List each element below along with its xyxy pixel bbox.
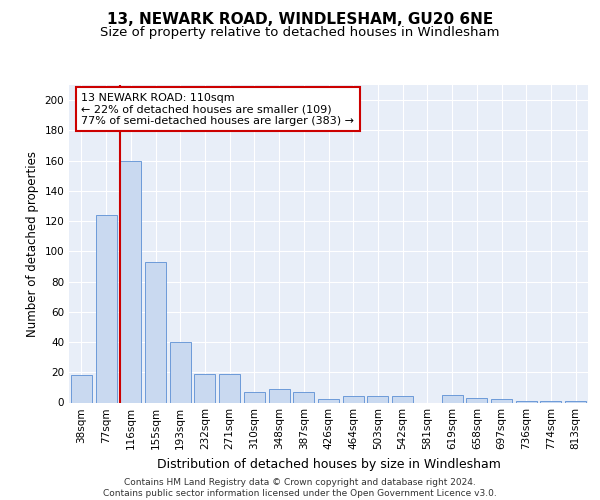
Bar bbox=[219, 374, 240, 402]
Bar bbox=[442, 395, 463, 402]
Y-axis label: Number of detached properties: Number of detached properties bbox=[26, 151, 39, 337]
Bar bbox=[269, 389, 290, 402]
Text: Size of property relative to detached houses in Windlesham: Size of property relative to detached ho… bbox=[100, 26, 500, 39]
X-axis label: Distribution of detached houses by size in Windlesham: Distribution of detached houses by size … bbox=[157, 458, 500, 471]
Bar bbox=[491, 400, 512, 402]
Bar bbox=[120, 160, 141, 402]
Bar bbox=[293, 392, 314, 402]
Bar bbox=[541, 401, 562, 402]
Bar bbox=[343, 396, 364, 402]
Bar bbox=[392, 396, 413, 402]
Bar bbox=[466, 398, 487, 402]
Bar bbox=[145, 262, 166, 402]
Bar bbox=[244, 392, 265, 402]
Bar bbox=[170, 342, 191, 402]
Bar bbox=[516, 401, 537, 402]
Text: Contains HM Land Registry data © Crown copyright and database right 2024.
Contai: Contains HM Land Registry data © Crown c… bbox=[103, 478, 497, 498]
Bar bbox=[565, 401, 586, 402]
Bar bbox=[71, 376, 92, 402]
Bar bbox=[318, 400, 339, 402]
Bar bbox=[367, 396, 388, 402]
Text: 13, NEWARK ROAD, WINDLESHAM, GU20 6NE: 13, NEWARK ROAD, WINDLESHAM, GU20 6NE bbox=[107, 12, 493, 28]
Text: 13 NEWARK ROAD: 110sqm
← 22% of detached houses are smaller (109)
77% of semi-de: 13 NEWARK ROAD: 110sqm ← 22% of detached… bbox=[82, 92, 355, 126]
Bar bbox=[95, 215, 116, 402]
Bar bbox=[194, 374, 215, 402]
